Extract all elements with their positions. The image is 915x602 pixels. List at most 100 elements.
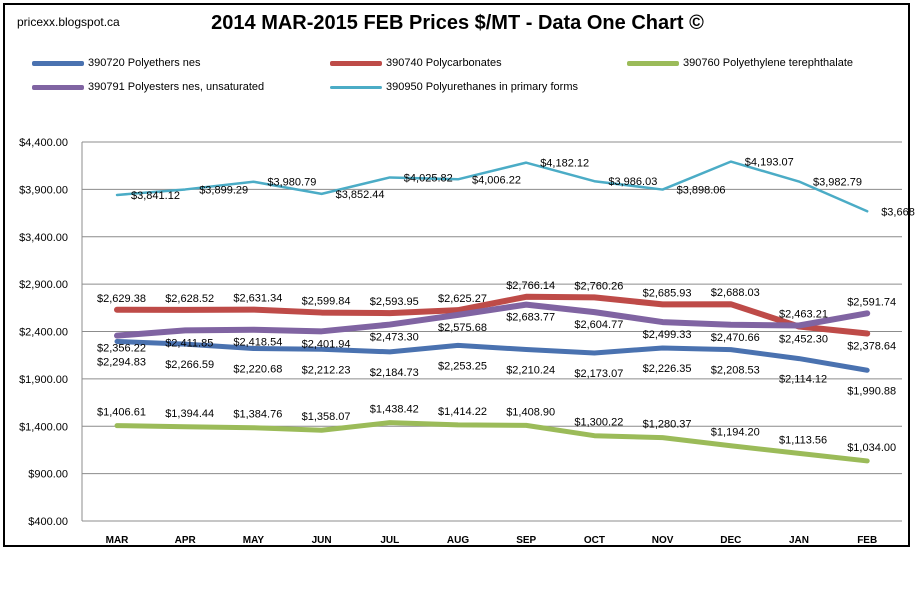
data-label: $2,685.93	[643, 287, 692, 299]
site-label: pricexx.blogspot.ca	[17, 15, 120, 29]
data-label: $3,668.86	[881, 206, 915, 218]
y-tick-label: $2,900.00	[19, 279, 68, 291]
data-label: $3,986.03	[608, 176, 657, 188]
data-label: $2,463.21	[779, 309, 828, 321]
data-label: $2,688.03	[711, 287, 760, 299]
data-label: $2,599.84	[302, 296, 351, 308]
x-tick-label: JUL	[380, 535, 399, 546]
data-label: $2,452.30	[779, 334, 828, 346]
data-label: $2,766.14	[506, 280, 555, 292]
data-label: $2,591.74	[847, 296, 896, 308]
data-label: $2,470.66	[711, 332, 760, 344]
data-label: $2,212.23	[302, 364, 351, 376]
y-tick-label: $900.00	[28, 469, 68, 481]
data-label: $1,194.20	[711, 427, 760, 439]
data-label: $2,418.54	[233, 337, 282, 349]
data-label: $2,629.38	[97, 293, 146, 305]
data-label: $4,006.22	[472, 174, 521, 186]
data-label: $1,113.56	[779, 434, 827, 446]
x-tick-label: FEB	[857, 535, 877, 546]
data-label: $3,852.44	[336, 189, 385, 201]
x-tick-label: DEC	[720, 535, 741, 546]
data-label: $2,593.95	[370, 296, 419, 308]
legend-swatch	[32, 60, 84, 66]
data-label: $2,173.07	[574, 368, 623, 380]
data-label: $4,193.07	[745, 157, 794, 169]
data-label: $1,280.37	[643, 419, 692, 431]
data-label: $1,414.22	[438, 406, 487, 418]
x-tick-label: APR	[175, 535, 197, 546]
x-tick-label: MAY	[243, 535, 265, 546]
chart-title: 2014 MAR-2015 FEB Prices $/MT - Data One…	[211, 12, 704, 34]
data-label: $2,628.52	[165, 293, 214, 305]
x-tick-label: AUG	[447, 535, 469, 546]
data-label: $1,438.42	[370, 404, 419, 416]
series-line	[114, 338, 870, 373]
data-label: $2,208.53	[711, 365, 760, 377]
data-label: $2,401.94	[302, 338, 351, 350]
data-label: $2,378.64	[847, 341, 896, 353]
y-tick-label: $400.00	[28, 516, 68, 528]
y-tick-label: $2,400.00	[19, 327, 68, 339]
legend-label: 390720 Polyethers nes	[88, 57, 201, 69]
data-label: $1,034.00	[847, 442, 896, 454]
data-label: $2,210.24	[506, 364, 555, 376]
data-label: $1,394.44	[165, 408, 214, 420]
data-label: $2,253.25	[438, 360, 487, 372]
data-label: $3,982.79	[813, 177, 862, 189]
data-label: $4,025.82	[404, 172, 453, 184]
data-label: $2,356.22	[97, 343, 146, 355]
chart-frame	[3, 3, 910, 547]
legend-label: 390791 Polyesters nes, unsaturated	[88, 81, 265, 93]
legend-item: 390760 Polyethylene terephthalate	[627, 57, 853, 69]
x-tick-label: JAN	[789, 535, 809, 546]
data-label: $2,226.35	[643, 363, 692, 375]
x-tick-label: NOV	[652, 535, 674, 546]
series-line	[115, 160, 869, 213]
data-label: $2,625.27	[438, 293, 487, 305]
series-line	[114, 301, 871, 339]
data-label: $2,294.83	[97, 356, 146, 368]
data-label: $1,300.22	[574, 417, 623, 429]
data-label: $3,899.29	[199, 184, 248, 196]
legend-label: 390950 Polyurethanes in primary forms	[386, 81, 578, 93]
data-label: $2,631.34	[233, 293, 282, 305]
data-label: $2,220.68	[233, 363, 282, 375]
data-label: $2,575.68	[438, 322, 487, 334]
data-label: $1,384.76	[233, 409, 282, 421]
legend-swatch	[627, 60, 679, 66]
legend-label: 390760 Polyethylene terephthalate	[683, 57, 854, 69]
data-label: $3,898.06	[677, 185, 726, 197]
data-label: $2,266.59	[165, 359, 214, 371]
data-label: $2,499.33	[643, 329, 692, 341]
series-line	[114, 293, 871, 337]
data-label: $2,184.73	[370, 367, 419, 379]
legend-item: 390950 Polyurethanes in primary forms	[330, 81, 578, 93]
legend-swatch	[330, 60, 382, 66]
data-label: $2,473.30	[370, 332, 419, 344]
data-label: $1,990.88	[847, 385, 896, 397]
y-tick-label: $3,400.00	[19, 232, 68, 244]
y-tick-label: $1,900.00	[19, 374, 68, 386]
legend-swatch	[330, 85, 382, 89]
data-label: $2,683.77	[506, 312, 555, 324]
x-tick-label: OCT	[584, 535, 605, 546]
data-label: $2,760.26	[574, 280, 623, 292]
legend-swatch	[32, 84, 84, 90]
y-tick-label: $3,900.00	[19, 184, 68, 196]
legend-item: 390740 Polycarbonates	[330, 57, 502, 69]
data-label: $2,114.12	[779, 374, 827, 386]
x-tick-label: MAR	[106, 535, 130, 546]
series-line	[114, 420, 870, 464]
legend-item: 390791 Polyesters nes, unsaturated	[32, 81, 264, 93]
data-label: $1,406.61	[97, 407, 146, 419]
legend-label: 390740 Polycarbonates	[386, 57, 502, 69]
data-label: $3,980.79	[267, 177, 316, 189]
x-tick-label: JUN	[312, 535, 332, 546]
data-label: $4,182.12	[540, 158, 589, 170]
legend-item: 390720 Polyethers nes	[32, 57, 201, 69]
x-tick-label: SEP	[516, 535, 536, 546]
data-label: $1,358.07	[302, 411, 351, 423]
y-tick-label: $4,400.00	[19, 137, 68, 149]
